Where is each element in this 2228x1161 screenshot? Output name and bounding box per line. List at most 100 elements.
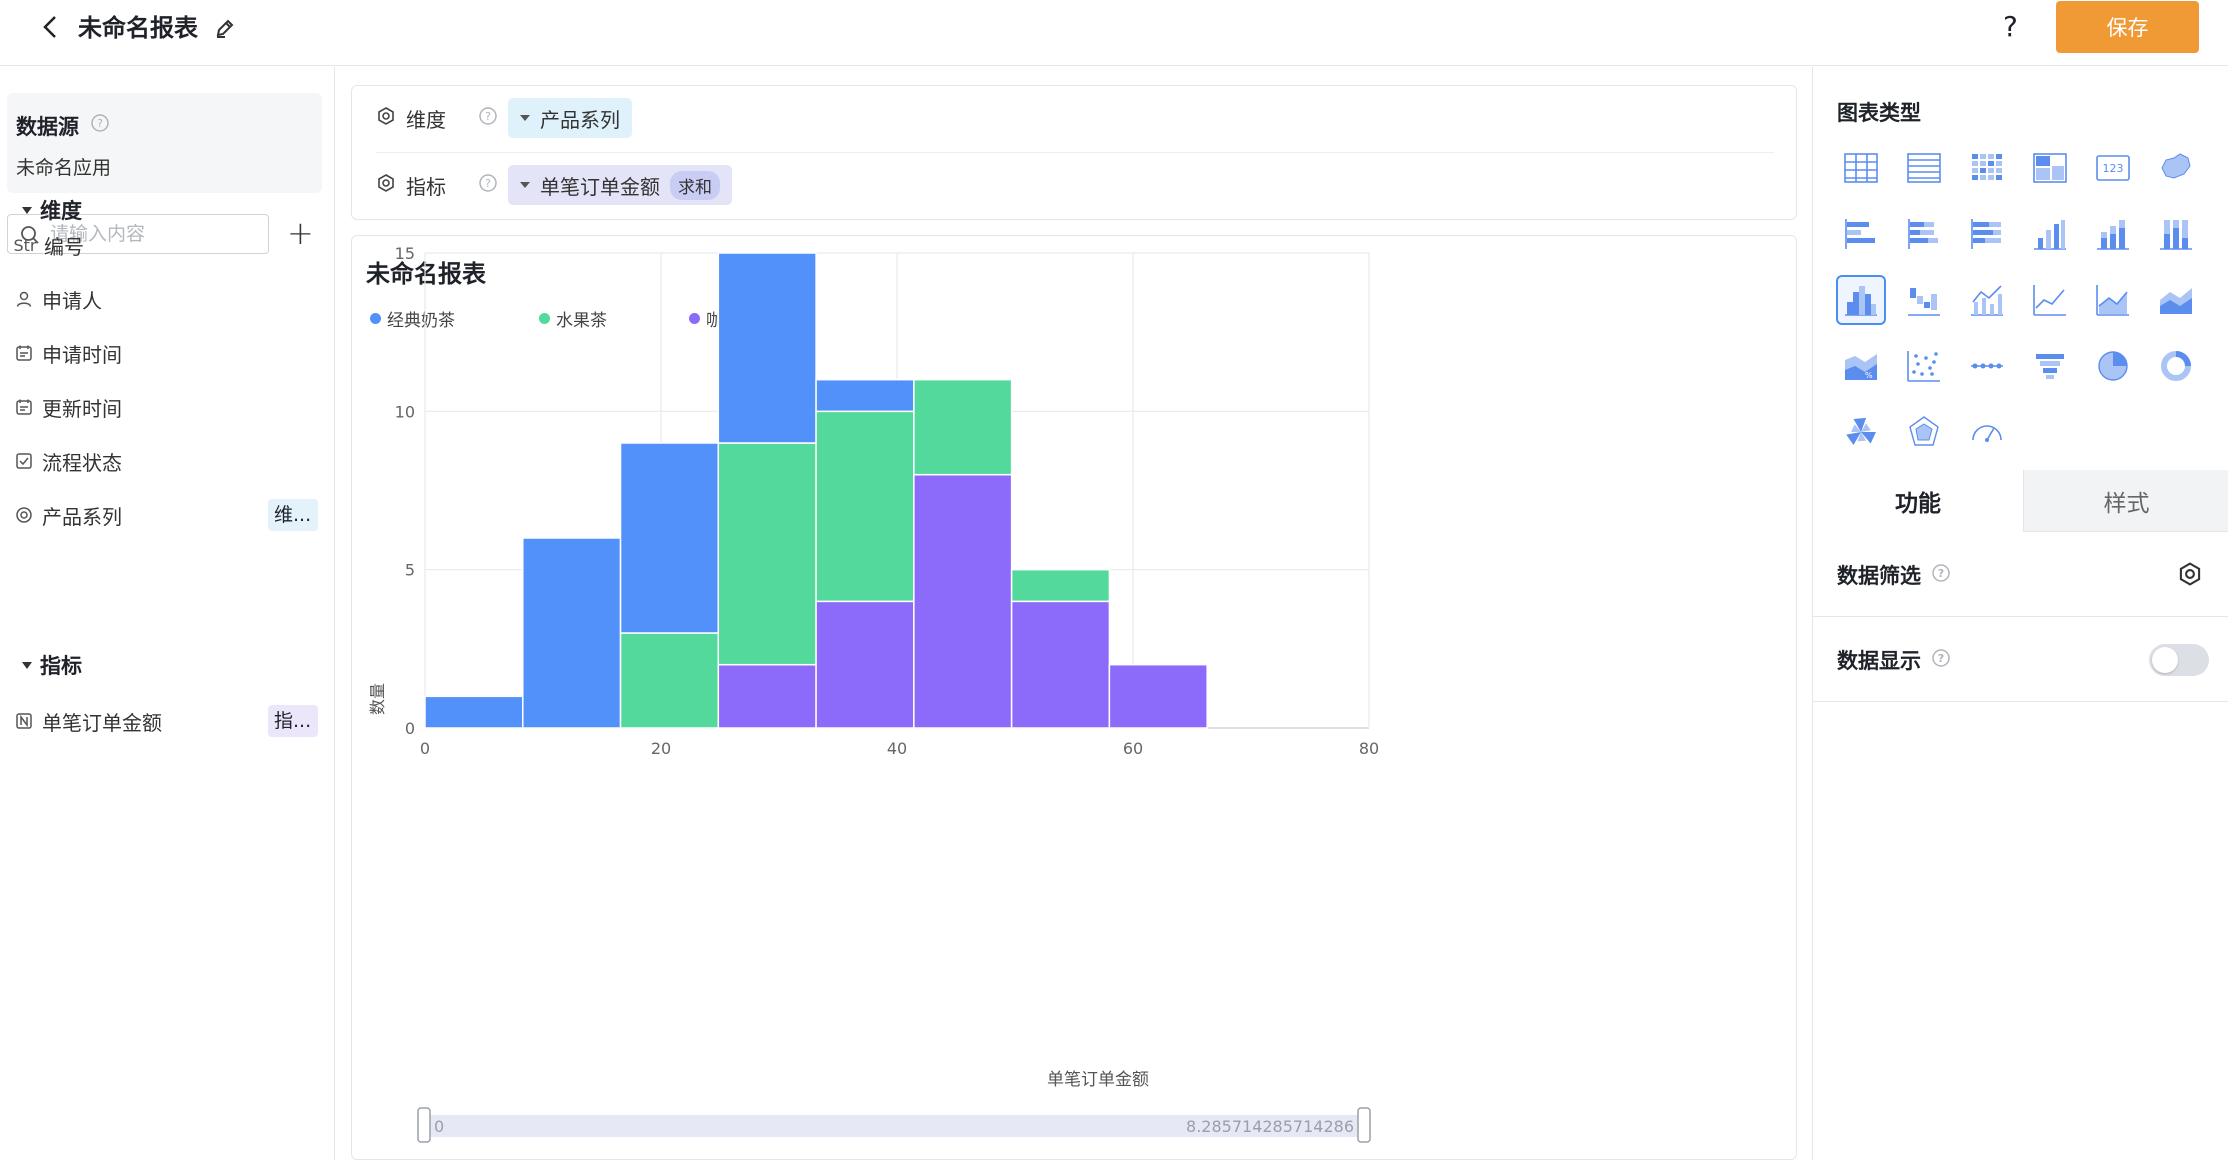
china-map-icon[interactable]	[2151, 143, 2201, 193]
donut-icon[interactable]	[2151, 341, 2201, 391]
histogram-icon[interactable]	[1836, 275, 1886, 325]
measure-group-header[interactable]: 指标	[22, 650, 82, 680]
horizontal-bar-icon[interactable]	[1836, 209, 1886, 259]
help-icon[interactable]: ?	[2003, 10, 2018, 43]
histogram-bar[interactable]	[1010, 568, 1111, 603]
radar-icon[interactable]	[1899, 407, 1949, 457]
number-type-icon	[14, 711, 34, 731]
y-tick-label: 10	[395, 402, 415, 421]
waterfall-icon[interactable]	[1899, 275, 1949, 325]
field-item-id[interactable]: Str 编号	[14, 229, 85, 261]
help-circle-icon[interactable]: ?	[478, 106, 498, 131]
field-item-product-series[interactable]: 产品系列	[14, 499, 122, 531]
help-circle-icon[interactable]: ?	[478, 173, 498, 198]
legend-item-fruit-tea[interactable]: 水果茶	[539, 306, 607, 331]
tab-function[interactable]: 功能	[1813, 470, 2023, 532]
combo-line-column-icon[interactable]	[1962, 275, 2012, 325]
histogram-bar[interactable]	[619, 632, 720, 729]
gauge-icon[interactable]	[1962, 407, 2012, 457]
data-filter-label-group: 数据筛选 ?	[1837, 560, 1951, 590]
back-arrow-icon[interactable]	[36, 12, 66, 42]
datasource-card[interactable]: 数据源 ? 未命名应用	[7, 93, 322, 193]
help-circle-icon[interactable]: ?	[1931, 648, 1951, 673]
field-item-order-amount[interactable]: 单笔订单金额	[14, 705, 162, 737]
histogram-bar[interactable]	[913, 378, 1013, 476]
dimension-group-header[interactable]: 维度	[22, 195, 82, 225]
histogram-bar[interactable]	[1010, 600, 1111, 729]
stacked-area-icon[interactable]	[2151, 275, 2201, 325]
cross-table-icon[interactable]	[1962, 143, 2012, 193]
percent-horizontal-bar-icon[interactable]	[1962, 209, 2012, 259]
histogram-bar[interactable]	[619, 442, 720, 634]
dimension-pill[interactable]: 产品系列	[508, 98, 632, 138]
checkbox-icon	[14, 451, 34, 471]
save-button[interactable]: 保存	[2056, 1, 2199, 53]
measure-pill[interactable]: 单笔订单金额 求和	[508, 165, 732, 205]
histogram-bar[interactable]	[717, 442, 817, 666]
pie-icon[interactable]	[2088, 341, 2138, 391]
detail-table-icon[interactable]	[1899, 143, 1949, 193]
data-display-label: 数据显示	[1837, 649, 1921, 673]
data-display-toggle[interactable]	[2149, 644, 2209, 676]
field-label: 单笔订单金额	[42, 710, 162, 735]
filter-settings-icon[interactable]	[2177, 561, 2203, 591]
histogram-bar[interactable]	[717, 252, 817, 444]
field-item-applicant[interactable]: 申请人	[14, 283, 102, 315]
data-display-row: 数据显示 ?	[1813, 617, 2228, 702]
zoom-slider-track[interactable]	[418, 1115, 1368, 1137]
data-filter-row: 数据筛选 ?	[1813, 532, 2228, 617]
svg-text:%: %	[1865, 371, 1873, 380]
zoom-slider-right-handle[interactable]	[1357, 1107, 1371, 1143]
x-tick-label: 60	[1123, 739, 1143, 758]
edit-pencil-icon[interactable]	[213, 16, 237, 40]
histogram-bar[interactable]	[815, 410, 915, 603]
kpi-123-icon[interactable]: 123	[2088, 143, 2138, 193]
legend-label: 水果茶	[556, 311, 607, 331]
percent-area-icon[interactable]: %	[1836, 341, 1886, 391]
histogram-bar[interactable]	[522, 537, 622, 729]
pivot-icon[interactable]	[2025, 143, 2075, 193]
caret-down-icon	[520, 115, 530, 121]
histogram-bar[interactable]	[913, 473, 1013, 729]
help-circle-icon[interactable]: ?	[90, 113, 110, 137]
tab-style[interactable]: 样式	[2023, 470, 2228, 532]
field-item-process-status[interactable]: 流程状态	[14, 445, 122, 477]
x-tick-label: 20	[651, 739, 671, 758]
toggle-knob	[2152, 647, 2178, 673]
field-item-apply-time[interactable]: 申请时间	[14, 337, 122, 369]
scatter-icon[interactable]	[1899, 341, 1949, 391]
dot-line-icon[interactable]	[1962, 341, 2012, 391]
zoom-slider-left-handle[interactable]	[417, 1107, 431, 1143]
aggregation-badge[interactable]: 求和	[670, 170, 720, 200]
histogram-bar[interactable]	[815, 378, 915, 413]
percent-column-icon[interactable]	[2151, 209, 2201, 259]
stacked-column-icon[interactable]	[2088, 209, 2138, 259]
svg-text:?: ?	[97, 117, 103, 130]
legend-item-classic-milk-tea[interactable]: 经典奶茶	[370, 306, 455, 331]
histogram-bar[interactable]	[815, 600, 915, 729]
dimension-tag: 维...	[268, 499, 318, 531]
stacked-horizontal-bar-icon[interactable]	[1899, 209, 1949, 259]
column-icon[interactable]	[2025, 209, 2075, 259]
dimension-group-label: 维度	[40, 199, 82, 223]
svg-text:?: ?	[1938, 652, 1944, 665]
search-input[interactable]	[50, 221, 260, 247]
top-bar: 未命名报表 ? 保存	[0, 0, 2228, 66]
y-tick-label: 0	[405, 719, 415, 738]
area-icon[interactable]	[2088, 275, 2138, 325]
add-field-button[interactable]: +	[287, 214, 314, 252]
rose-icon[interactable]	[1836, 407, 1886, 457]
datasource-title: 数据源	[16, 115, 79, 139]
histogram-bar[interactable]	[1108, 663, 1208, 729]
field-search-box[interactable]	[7, 214, 269, 254]
datasource-app-name: 未命名应用	[16, 157, 112, 179]
help-circle-icon[interactable]: ?	[1931, 563, 1951, 588]
histogram-bar[interactable]	[717, 663, 817, 729]
funnel-icon[interactable]	[2025, 341, 2075, 391]
table-icon[interactable]	[1836, 143, 1886, 193]
line-icon[interactable]	[2025, 275, 2075, 325]
field-item-update-time[interactable]: 更新时间	[14, 391, 122, 423]
histogram-bar[interactable]	[424, 695, 524, 729]
measure-pill-label: 单笔订单金额	[540, 174, 660, 199]
